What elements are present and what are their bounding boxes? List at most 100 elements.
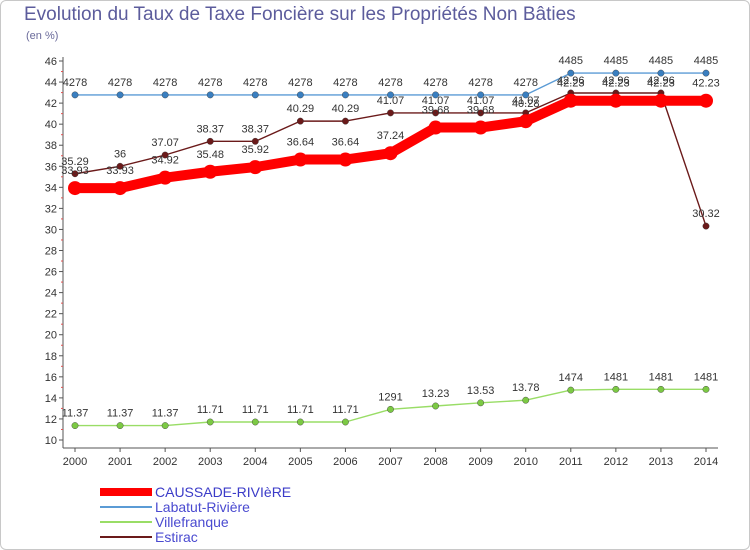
series-point-1 [522,91,530,99]
data-label-3: 41.07 [377,95,405,107]
series-point-3 [342,117,349,125]
series-point-2 [702,385,710,393]
legend-label-2: Villefranque [155,514,229,530]
series-point-0 [293,152,308,167]
x-tick-label: 2007 [378,456,402,468]
x-tick-label: 2003 [198,456,222,468]
series-point-1 [116,91,124,99]
data-label-1: 4485 [559,55,583,67]
series-point-0 [203,164,218,179]
series-point-3 [296,117,304,125]
series-point-0 [338,152,353,167]
series-point-3 [71,170,79,178]
data-label-0: 33.93 [61,165,89,177]
data-label-0: 42.23 [647,78,675,90]
data-label-3: 40.29 [332,103,360,115]
data-label-2: 11.71 [242,404,269,416]
series-point-1 [161,91,169,99]
series-point-1 [71,91,79,99]
data-label-3: 30.32 [692,208,720,220]
data-label-2: 1474 [559,372,583,384]
series-point-2 [387,405,394,413]
data-label-0: 34.92 [151,155,179,167]
data-label-2: 11.37 [62,408,89,420]
series-point-2 [522,396,530,404]
data-label-3: 41.07 [422,95,450,107]
series-point-0 [563,93,578,108]
y-tick-label: 36 [45,161,57,173]
y-tick-label: 28 [45,246,57,258]
data-label-2: 13.23 [422,388,450,400]
data-label-3: 40.29 [287,103,315,115]
series-layer [68,69,713,429]
legend-label-3: Estirac [155,529,198,545]
y-tick-label: 32 [45,203,57,215]
series-point-2 [116,422,124,429]
x-tick-label: 2009 [468,456,492,468]
series-point-3 [477,109,485,117]
series-point-0 [68,181,82,196]
data-label-2: 11.71 [287,404,314,416]
y-tick-label: 26 [45,267,57,279]
data-label-2: 13.78 [512,382,540,394]
data-label-2: 1481 [649,371,673,383]
y-tick-label: 44 [45,77,57,89]
series-point-2 [206,418,214,426]
data-label-0: 33.93 [106,165,134,177]
chart-title: Evolution du Taux de Taxe Foncière sur l… [24,4,576,25]
data-label-3: 42.96 [602,75,630,87]
data-label-1: 4278 [333,77,357,89]
data-label-2: 1481 [694,371,718,383]
data-label-1: 4485 [694,55,718,67]
series-point-0 [473,120,488,135]
y-tick-label: 22 [45,309,57,321]
legend: CAUSSADE-RIVIèRELabatut-RivièreVillefran… [100,484,291,545]
y-tick-label: 16 [45,372,57,384]
series-point-0 [383,146,398,161]
y-tick-label: 30 [45,224,57,236]
series-point-0 [113,181,128,196]
data-label-1: 4278 [468,77,492,89]
data-label-3: 41.07 [467,95,495,107]
series-point-3 [702,222,710,230]
x-tick-label: 2000 [63,456,87,468]
series-point-0 [158,170,173,185]
series-point-3 [432,109,439,117]
axes: 10 12 14 16 18 20 22 24 26 28 30 32 34 36 38 40 42 44 46 20… [45,56,718,468]
data-label-1: 4485 [604,55,628,67]
series-point-1 [657,69,665,77]
series-point-2 [657,385,665,393]
y-tick-label: 24 [45,288,57,300]
data-label-3: 38.37 [242,123,270,135]
data-label-0: 42.23 [692,78,720,90]
series-point-3 [251,137,259,145]
series-point-0 [248,160,263,175]
data-label-1: 4485 [649,55,673,67]
data-label-0: 36.64 [332,137,360,149]
legend-label-1: Labatut-Rivière [155,499,250,515]
series-point-2 [567,386,575,394]
data-labels: 4278 4278 4278 4278 4278 4278 4278 4278 4278 4278… [61,55,720,419]
data-label-2: 11.71 [197,404,224,416]
data-label-0: 40.28 [512,98,540,110]
x-tick-label: 2010 [513,456,537,468]
x-tick-label: 2006 [333,456,357,468]
series-point-0 [428,120,443,135]
x-tick-label: 2011 [559,456,583,468]
data-label-0: 42.23 [602,78,630,90]
x-tick-label: 2001 [108,456,132,468]
x-tick-label: 2005 [288,456,312,468]
data-label-2: 1291 [378,391,402,403]
series-point-3 [206,137,214,145]
series-point-2 [432,402,439,410]
x-tick-label: 2008 [423,456,447,468]
data-label-0: 42.23 [557,78,585,90]
y-tick-label: 14 [45,393,57,405]
data-label-0: 36.64 [287,137,315,149]
data-label-2: 11.37 [107,408,134,420]
data-label-3: 42.96 [557,75,585,87]
data-label-1: 4278 [288,77,312,89]
data-label-2: 11.71 [332,404,359,416]
y-tick-label: 20 [45,330,57,342]
series-point-3 [116,162,124,170]
